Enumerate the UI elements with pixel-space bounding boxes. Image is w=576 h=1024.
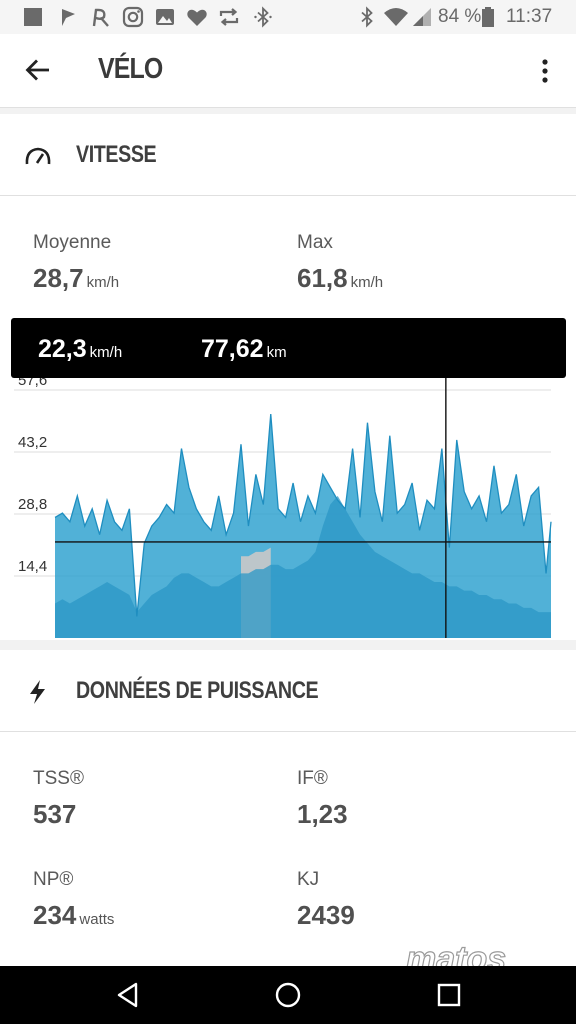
max-speed-label: Max — [297, 232, 333, 253]
np-number: 234 — [33, 900, 77, 930]
flag-icon — [62, 9, 75, 26]
tss-metric: TSS® 537 — [33, 768, 84, 829]
repeat-icon — [219, 8, 239, 26]
status-bar: 84 % 11:37 — [0, 0, 576, 34]
power-section-header: DONNÉES DE PUISSANCE — [0, 650, 576, 732]
bluetooth-icon — [361, 6, 373, 28]
kj-value: 2439 — [297, 900, 355, 930]
tooltip-distance-unit: km — [266, 344, 287, 361]
more-vert-icon[interactable] — [533, 56, 557, 86]
y-tick-label: 28,8 — [18, 496, 47, 513]
max-speed-value: 61,8 km/h — [297, 263, 383, 298]
chart-plot[interactable]: 57,6 43,2 28,8 14,4 — [0, 378, 576, 640]
tooltip-distance-value: 77,62 — [201, 335, 264, 363]
max-speed-unit: km/h — [350, 274, 384, 291]
if-metric: IF® 1,23 — [297, 768, 348, 829]
image-icon — [156, 9, 174, 25]
system-nav-bar — [0, 966, 576, 1024]
speed-chart[interactable]: 22,3 km/h 77,62 km 57,6 43,2 28,8 14,4 — [0, 318, 576, 640]
battery-icon — [482, 7, 494, 27]
triangle-back-icon[interactable] — [114, 980, 144, 1010]
np-metric: NP® 234 watts — [33, 869, 114, 935]
arrow-left-icon[interactable] — [24, 56, 52, 84]
tooltip-distance: 77,62 km — [201, 335, 287, 367]
np-unit: watts — [79, 911, 115, 928]
average-speed-label: Moyenne — [33, 232, 112, 253]
if-value: 1,23 — [297, 799, 348, 829]
power-card: DONNÉES DE PUISSANCE TSS® 537 IF® 1,23 N… — [0, 650, 576, 966]
speed-section-title: VITESSE — [76, 141, 157, 168]
average-speed-value: 28,7 km/h — [33, 263, 119, 298]
clock: 11:37 — [506, 6, 553, 27]
max-speed-number: 61,8 — [297, 263, 348, 293]
average-speed-unit: km/h — [86, 274, 120, 291]
battery-percent: 84 % — [438, 6, 482, 27]
y-tick-label: 57,6 — [18, 378, 47, 389]
square-recents-icon[interactable] — [434, 980, 464, 1010]
chart-tooltip: 22,3 km/h 77,62 km — [11, 318, 566, 385]
np-label: NP® — [33, 869, 74, 890]
kj-label: KJ — [297, 869, 320, 890]
lightning-icon — [30, 680, 45, 704]
tooltip-speed-value: 22,3 — [38, 335, 87, 363]
tooltip-speed: 22,3 km/h — [38, 335, 122, 367]
strava-icon — [92, 8, 109, 27]
speed-series-line — [54, 414, 552, 617]
square-icon — [24, 8, 42, 26]
speed-section-header: VITESSE — [0, 114, 576, 196]
max-speed: Max 61,8 km/h — [297, 232, 383, 298]
y-tick-label: 43,2 — [18, 434, 47, 451]
app-bar: VÉLO — [0, 34, 576, 108]
page-title: VÉLO — [98, 53, 163, 85]
average-speed: Moyenne 28,7 km/h — [33, 232, 119, 298]
speedometer-icon — [25, 147, 51, 165]
signal-icon — [413, 8, 431, 26]
if-label: IF® — [297, 768, 328, 789]
y-tick-label: 14,4 — [18, 558, 47, 575]
kj-metric: KJ 2439 — [297, 869, 355, 930]
bluetooth-icon — [254, 6, 272, 28]
elevation-area — [55, 495, 551, 638]
tss-label: TSS® — [33, 768, 84, 789]
instagram-icon — [122, 6, 144, 28]
wifi-icon — [384, 8, 408, 26]
heart-icon — [187, 9, 207, 27]
power-section-title: DONNÉES DE PUISSANCE — [76, 677, 319, 704]
circle-home-icon[interactable] — [273, 980, 303, 1010]
tooltip-speed-unit: km/h — [89, 344, 123, 361]
average-speed-number: 28,7 — [33, 263, 84, 293]
tss-value: 537 — [33, 799, 77, 829]
np-value: 234 watts — [33, 900, 114, 935]
